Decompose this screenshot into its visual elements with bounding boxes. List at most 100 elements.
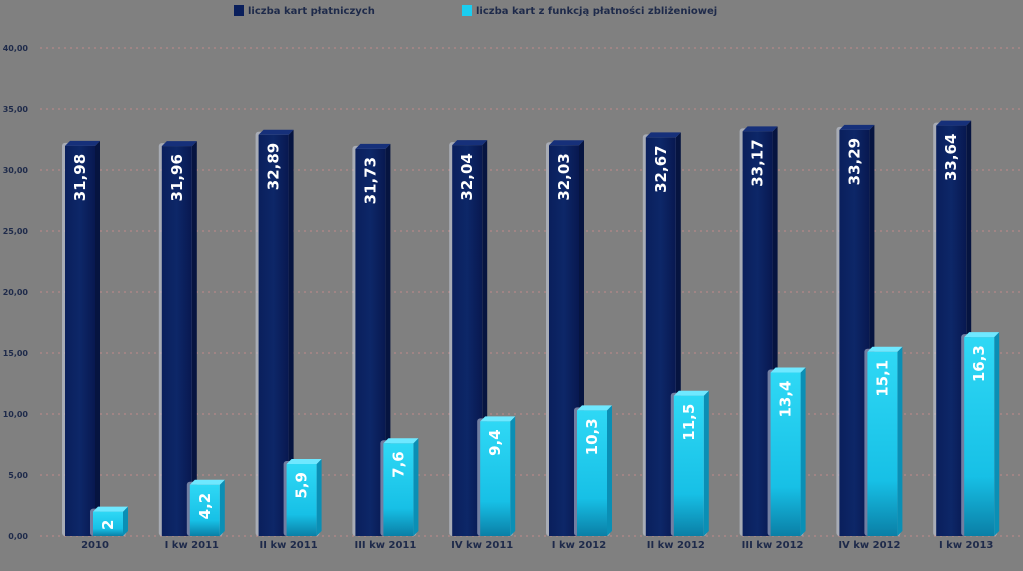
data-label: 5,9 xyxy=(293,472,311,499)
data-label: 10,3 xyxy=(583,418,601,455)
data-label: 33,29 xyxy=(845,138,863,185)
data-label: 33,17 xyxy=(749,139,767,186)
bars: 31,98 31,96 32,89 31,73 32,04 32,03 32,67 33,17… xyxy=(62,120,1000,537)
x-tick-label: 2010 xyxy=(81,540,109,551)
bar-face xyxy=(161,146,192,536)
bar-top xyxy=(936,120,972,126)
bar-top xyxy=(577,405,612,411)
bar-side xyxy=(607,405,612,536)
bar-top xyxy=(742,126,778,132)
bar-contactless-cards: 9,4 xyxy=(477,416,516,536)
bar-face xyxy=(189,484,220,536)
bar-contactless-cards: 10,3 xyxy=(574,405,612,536)
data-label: 4,2 xyxy=(196,493,214,520)
y-tick-label: 25,00 xyxy=(3,227,29,236)
y-tick-label: 35,00 xyxy=(3,105,29,114)
bar-payment-cards: 33,17 xyxy=(739,126,778,537)
data-label: 31,96 xyxy=(168,154,186,201)
bar-top xyxy=(839,124,875,130)
legend-item: liczba kart z funkcją płatności zbliżeni… xyxy=(462,5,717,17)
bar-side xyxy=(510,416,516,536)
bar-face xyxy=(286,464,317,536)
x-tick-label: II kw 2012 xyxy=(647,540,705,551)
data-label: 13,4 xyxy=(777,381,795,418)
bar-side xyxy=(316,459,322,536)
bar-top xyxy=(673,390,709,396)
data-label: 31,73 xyxy=(361,157,379,204)
bar-contactless-cards: 7,6 xyxy=(380,438,419,536)
bar-side xyxy=(95,140,100,536)
bar-side xyxy=(288,129,294,536)
bar-top xyxy=(645,132,681,138)
bar-payment-cards: 31,98 xyxy=(62,140,100,536)
bar-contactless-cards: 13,4 xyxy=(767,367,806,536)
y-tick-label: 10,00 xyxy=(3,410,29,419)
legend-swatch xyxy=(234,5,244,16)
data-label: 9,4 xyxy=(486,429,504,456)
bar-top xyxy=(770,367,806,373)
bar-top xyxy=(93,506,128,512)
data-label: 7,6 xyxy=(389,451,407,478)
bar-face xyxy=(964,337,995,536)
bar-face xyxy=(65,145,95,536)
legend-swatch xyxy=(462,5,472,16)
bar-top xyxy=(452,140,488,146)
bar-contactless-cards: 16,3 xyxy=(961,332,1000,536)
bar-contactless-cards: 15,1 xyxy=(864,346,903,536)
bar-contactless-cards: 11,5 xyxy=(670,390,709,536)
bar-contactless-cards: 2 xyxy=(90,506,128,536)
legend-label: liczba kart z funkcją płatności zbliżeni… xyxy=(476,5,717,17)
data-label: 16,3 xyxy=(970,345,988,382)
bar-top xyxy=(383,438,419,444)
bar-top xyxy=(189,479,225,485)
data-label: 32,89 xyxy=(265,143,283,190)
bar-side xyxy=(219,479,225,536)
y-axis: 0,00 5,00 10,00 15,00 20,00 25,00 30,00 35,00 40… xyxy=(3,44,29,541)
legend-label: liczba kart płatniczych xyxy=(248,6,375,17)
bar-contactless-cards: 5,9 xyxy=(283,459,322,536)
bar-top xyxy=(161,141,197,147)
bar-payment-cards: 31,96 xyxy=(158,141,197,536)
bar-side xyxy=(897,346,903,536)
y-tick-label: 30,00 xyxy=(3,166,29,175)
y-tick-label: 0,00 xyxy=(8,532,28,541)
bar-face xyxy=(577,410,607,536)
bar-payment-cards: 32,89 xyxy=(255,129,294,536)
bar-contactless-cards: 4,2 xyxy=(186,479,225,536)
data-label: 31,98 xyxy=(71,154,89,201)
bar-top xyxy=(549,140,584,146)
x-tick-label: IV kw 2012 xyxy=(838,540,900,551)
x-tick-label: III kw 2011 xyxy=(354,540,416,551)
x-tick-label: II kw 2011 xyxy=(260,540,318,551)
legend-item: liczba kart płatniczych xyxy=(234,5,375,17)
bar-payment-cards: 31,73 xyxy=(352,143,391,537)
x-tick-label: I kw 2012 xyxy=(552,540,606,551)
bar-top xyxy=(480,416,516,422)
legend: liczba kart płatniczych liczba kart z fun… xyxy=(234,5,717,17)
bar-side xyxy=(800,367,806,536)
data-label: 11,5 xyxy=(680,404,698,441)
data-label: 15,1 xyxy=(873,360,891,397)
data-label: 32,04 xyxy=(458,153,476,200)
y-tick-label: 40,00 xyxy=(3,44,29,53)
bar-side xyxy=(703,390,709,536)
y-tick-label: 20,00 xyxy=(3,288,29,297)
bar-face xyxy=(673,395,704,536)
bar-face xyxy=(93,511,123,536)
x-tick-label: I kw 2011 xyxy=(165,540,219,551)
bar-top xyxy=(258,129,294,135)
bar-face xyxy=(867,351,898,536)
y-tick-label: 15,00 xyxy=(3,349,29,358)
data-label: 32,03 xyxy=(555,153,573,200)
x-tick-label: III kw 2012 xyxy=(742,540,804,551)
bar-side xyxy=(123,506,128,536)
bar-top xyxy=(964,332,1000,338)
bar-payment-cards: 32,67 xyxy=(642,132,681,536)
data-label: 33,64 xyxy=(942,134,960,181)
bar-side xyxy=(191,141,197,536)
x-tick-label: I kw 2013 xyxy=(939,540,993,551)
data-label: 32,67 xyxy=(652,145,670,192)
bar-side xyxy=(994,332,1000,536)
bar-face xyxy=(770,372,801,536)
